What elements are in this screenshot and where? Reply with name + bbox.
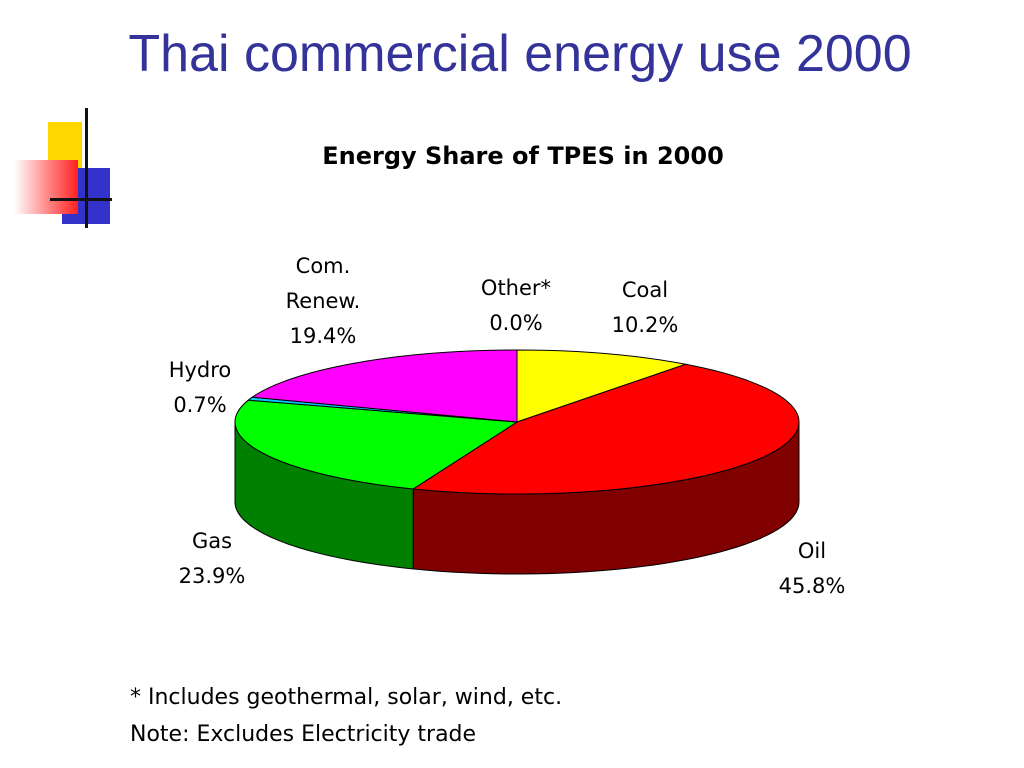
pie-slice-gas <box>234 399 519 490</box>
pie-value-coal: 10.2% <box>612 313 679 337</box>
pie-label-other: Other* <box>481 276 551 300</box>
footnote-includes: * Includes geothermal, solar, wind, etc. <box>130 685 563 710</box>
pie-value-gas: 23.9% <box>179 564 246 588</box>
decorative-squares-logo <box>10 108 120 233</box>
pie-slice-coal <box>516 349 688 423</box>
pie-label-com-renew: Com. <box>296 254 351 278</box>
pie-value-com-renew: 19.4% <box>290 324 357 348</box>
pie-slice-oil <box>411 363 800 495</box>
horizontal-line <box>50 198 112 201</box>
pie-label-hydro: Hydro <box>169 358 232 382</box>
chart-title: Energy Share of TPES in 2000 <box>322 142 724 170</box>
pie-labels: Coal 10.2% Oil 45.8% Gas 23.9% Hydro 0.7% Com. Re… <box>169 254 846 598</box>
pie-label-gas: Gas <box>192 529 232 553</box>
footnote-note: Note: Excludes Electricity trade <box>130 722 477 747</box>
slide-title: Thai commercial energy use 2000 <box>128 25 912 83</box>
pie-value-other: 0.0% <box>489 311 542 335</box>
pie-label-oil: Oil <box>798 539 826 563</box>
vertical-line <box>85 108 88 228</box>
pie-slice-com-renew <box>250 349 518 423</box>
pie-label-coal: Coal <box>622 278 668 302</box>
pie-value-hydro: 0.7% <box>173 393 226 417</box>
pie-slices <box>234 349 800 575</box>
pie-label-com-renew: Renew. <box>286 289 361 313</box>
red-gradient-square <box>14 160 78 214</box>
pie-value-oil: 45.8% <box>779 574 846 598</box>
